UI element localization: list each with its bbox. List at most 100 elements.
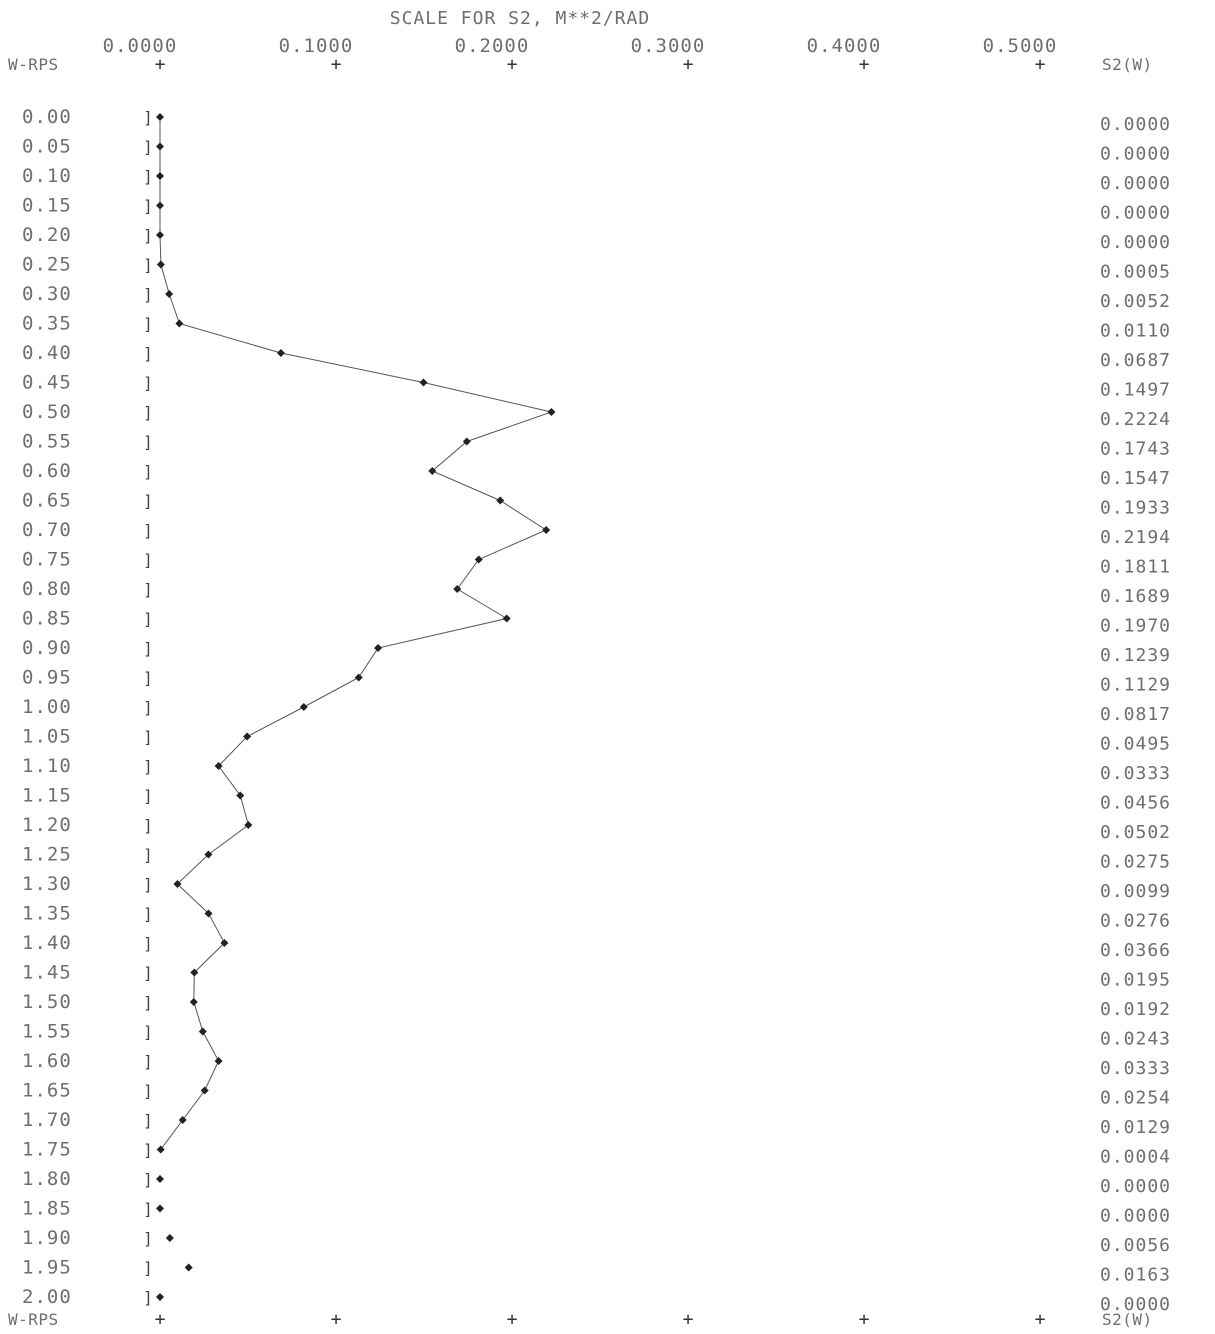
- data-point: [156, 1145, 165, 1154]
- axis-bracket: ]: [143, 875, 153, 894]
- s2-value-label: 0.0502: [1100, 822, 1171, 843]
- axis-bracket: ]: [143, 403, 153, 422]
- axis-bracket: ]: [143, 993, 153, 1012]
- w-label: 1.35: [22, 903, 72, 925]
- s2-value-label: 0.2194: [1100, 527, 1171, 548]
- s2-value-label: 0.0000: [1100, 173, 1171, 194]
- w-label: 1.25: [22, 844, 72, 866]
- axis-bracket: ]: [143, 1111, 153, 1130]
- axis-bracket: ]: [143, 1052, 153, 1071]
- axis-bracket: ]: [143, 757, 153, 776]
- axis-bracket: ]: [143, 138, 153, 157]
- axis-bracket: ]: [143, 521, 153, 540]
- header-left-bottom: W-RPS: [8, 1310, 59, 1329]
- s2-value-label: 0.0056: [1100, 1235, 1171, 1256]
- data-point: [165, 1234, 174, 1242]
- s2-value-label: 0.1811: [1100, 557, 1171, 578]
- w-label: 0.50: [22, 401, 72, 423]
- axis-tick-mark: +: [331, 54, 342, 75]
- axis-bracket: ]: [143, 1082, 153, 1101]
- s2-value-label: 0.0004: [1100, 1147, 1171, 1168]
- data-point: [156, 1204, 164, 1213]
- data-point: [547, 408, 556, 416]
- data-points: [156, 113, 556, 1301]
- w-label: 0.90: [22, 637, 72, 659]
- w-label: 1.30: [22, 873, 72, 895]
- data-point: [204, 850, 213, 859]
- w-label: 1.45: [22, 962, 72, 984]
- data-point: [428, 467, 437, 475]
- s2-value-label: 0.1129: [1100, 675, 1171, 696]
- axis-bracket: ]: [143, 315, 153, 334]
- w-label: 1.05: [22, 726, 72, 748]
- axis-bracket: ]: [143, 728, 153, 747]
- data-point: [156, 260, 165, 269]
- s2-value-label: 0.1689: [1100, 586, 1171, 607]
- axis-tick-mark: +: [859, 54, 870, 75]
- s2-value-label: 0.0333: [1100, 1058, 1171, 1079]
- axis-bracket: ]: [143, 1170, 153, 1189]
- axis-bracket: ]: [143, 462, 153, 481]
- data-point: [156, 113, 164, 121]
- w-label: 0.65: [22, 490, 72, 512]
- axis-bracket: ]: [143, 846, 153, 865]
- s2-value-label: 0.1239: [1100, 645, 1171, 666]
- axis-bracket: ]: [143, 610, 153, 629]
- axis-bracket: ]: [143, 934, 153, 953]
- s2-value-label: 0.0000: [1100, 203, 1171, 224]
- data-point: [173, 880, 182, 888]
- w-label: 1.10: [22, 755, 72, 777]
- axis-bracket: ]: [143, 905, 153, 924]
- data-point: [198, 1027, 207, 1036]
- axis-bracket: ]: [143, 1288, 153, 1307]
- axis-bracket: ]: [143, 108, 153, 127]
- w-label: 1.90: [22, 1227, 72, 1249]
- w-label: 0.20: [22, 224, 72, 246]
- data-point: [244, 821, 253, 829]
- axis-bracket: ]: [143, 167, 153, 186]
- data-point: [299, 703, 308, 711]
- data-point: [236, 791, 245, 800]
- axis-tick-mark: +: [155, 54, 166, 75]
- data-point: [214, 762, 223, 770]
- data-point: [462, 437, 471, 446]
- axis-tick-mark: +: [507, 1309, 518, 1330]
- axis-tick-mark: +: [1035, 54, 1046, 75]
- header-right-bottom: S2(W): [1102, 1310, 1153, 1329]
- data-point: [474, 555, 483, 564]
- w-label: 1.85: [22, 1198, 72, 1220]
- axis-bracket: ]: [143, 492, 153, 511]
- series-line: [159, 117, 554, 1150]
- data-point: [220, 939, 229, 947]
- data-point: [156, 1175, 164, 1183]
- data-point: [204, 909, 213, 918]
- scale-label: 0.1000: [279, 35, 354, 57]
- w-label: 0.80: [22, 578, 72, 600]
- axis-bracket: ]: [143, 226, 153, 245]
- w-label: 0.35: [22, 313, 72, 335]
- data-point: [156, 172, 164, 180]
- scale-label: 0.2000: [455, 35, 530, 57]
- header-left-top: W-RPS: [8, 55, 59, 74]
- s2-value-label: 0.0276: [1100, 911, 1171, 932]
- s2-value-label: 0.0129: [1100, 1117, 1171, 1138]
- data-point: [453, 585, 462, 593]
- w-label: 0.45: [22, 372, 72, 394]
- s2-value-label: 0.0000: [1100, 1294, 1171, 1315]
- s2-value-label: 0.0163: [1100, 1265, 1171, 1286]
- w-label: 1.75: [22, 1139, 72, 1161]
- axis-tick-mark: +: [155, 1309, 166, 1330]
- w-label: 1.40: [22, 932, 72, 954]
- axis-bracket: ]: [143, 580, 153, 599]
- axis-bracket: ]: [143, 1229, 153, 1248]
- s2-value-label: 0.0000: [1100, 114, 1171, 135]
- w-label: 1.00: [22, 696, 72, 718]
- axis-bracket: ]: [143, 285, 153, 304]
- axis-bracket: ]: [143, 698, 153, 717]
- data-point: [200, 1086, 209, 1095]
- data-point: [178, 1116, 187, 1124]
- data-point: [419, 378, 428, 387]
- axis-bracket: ]: [143, 256, 153, 275]
- w-label: 0.60: [22, 460, 72, 482]
